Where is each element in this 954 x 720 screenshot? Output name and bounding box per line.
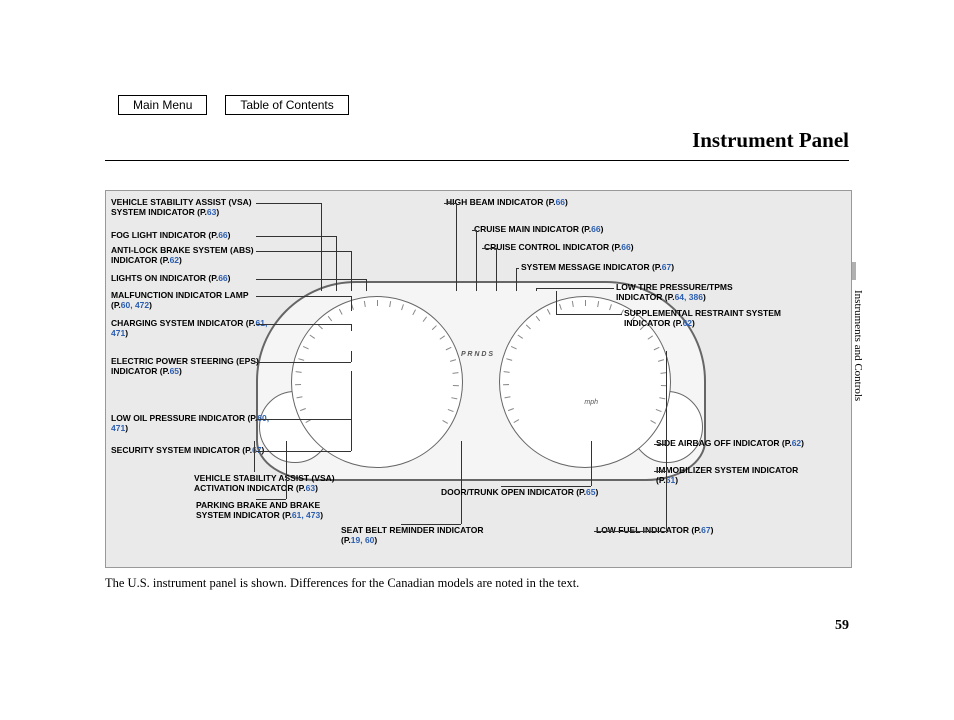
leader-line [351,251,352,291]
instrument-panel-diagram: P R N D S mph VEHICLE STABILITY ASSIST (… [105,190,852,568]
callout-bottom-3: DOOR/TRUNK OPEN INDICATOR (P.65) [441,488,598,498]
page-ref-link[interactable]: 62 [792,438,801,448]
page-ref-link[interactable]: 66 [591,224,600,234]
toc-button[interactable]: Table of Contents [225,95,348,115]
callout-bottom-0: VEHICLE STABILITY ASSIST (VSA) ACTIVATIO… [194,474,354,494]
leader-line [256,279,366,280]
page-ref-link[interactable]: 61, 473 [292,510,320,520]
leader-line [594,531,666,532]
page-ref-link[interactable]: 67 [662,262,671,272]
leader-line [401,524,461,525]
page-ref-link[interactable]: 65 [170,366,179,376]
gear-indicator: P R N D S [461,351,493,359]
main-menu-button[interactable]: Main Menu [118,95,207,115]
leader-line [654,471,666,472]
page-ref-link[interactable]: 60, 472 [121,300,149,310]
leader-line [321,203,322,291]
page-ref-link[interactable]: 62 [683,318,692,328]
leader-line [256,251,351,252]
leader-line [351,324,352,331]
leader-line [556,314,622,315]
callout-left-3: LIGHTS ON INDICATOR (P.66) [111,274,231,284]
page-ref-link[interactable]: 63 [207,207,216,217]
page-ref-link[interactable]: 19, 60 [351,535,375,545]
callout-left-7: LOW OIL PRESSURE INDICATOR (P.60, 471) [111,414,271,434]
callout-right-1: CRUISE MAIN INDICATOR (P.66) [474,225,603,235]
leader-line [496,248,497,291]
page-ref-link[interactable]: 66 [218,273,227,283]
callout-right-3: SYSTEM MESSAGE INDICATOR (P.67) [521,263,674,273]
callout-right-5: SUPPLEMENTAL RESTRAINT SYSTEM INDICATOR … [624,309,784,329]
page-ref-link[interactable]: 64, 386 [675,292,703,302]
page-ref-link[interactable]: 61 [666,475,675,485]
leader-line [591,441,592,486]
leader-line [256,451,351,452]
page-ref-link[interactable]: 66 [218,230,227,240]
leader-line [351,391,352,451]
leader-line [351,296,352,311]
leader-line [461,441,462,524]
callout-bottom-1: PARKING BRAKE AND BRAKE SYSTEM INDICATOR… [196,501,356,521]
page-ref-link[interactable]: 66 [556,197,565,207]
callout-left-8: SECURITY SYSTEM INDICATOR (P.67) [111,446,264,456]
leader-line [666,411,667,531]
callout-right-0: HIGH BEAM INDICATOR (P.66) [446,198,568,208]
callout-right-6: SIDE AIRBAG OFF INDICATOR (P.62) [656,439,804,449]
mph-label: mph [584,399,598,406]
leader-line [336,236,337,291]
leader-line [256,296,351,297]
leader-line [286,441,287,499]
callout-bottom-2: SEAT BELT REMINDER INDICATOR (P.19, 60) [341,526,501,546]
leader-line [256,203,321,204]
leader-line [536,288,614,289]
callout-right-7: IMMOBILIZER SYSTEM INDICATOR (P.61) [656,466,816,486]
footnote: The U.S. instrument panel is shown. Diff… [105,576,579,591]
leader-line [254,441,255,472]
leader-line [366,279,367,291]
callout-left-1: FOG LIGHT INDICATOR (P.66) [111,231,231,241]
callout-left-2: ANTI-LOCK BRAKE SYSTEM (ABS) INDICATOR (… [111,246,271,266]
leader-line [536,288,537,291]
callout-left-5: CHARGING SYSTEM INDICATOR (P.61, 471) [111,319,271,339]
page-number: 59 [835,618,849,634]
leader-line [456,203,457,291]
leader-line [501,486,591,487]
leader-line [256,362,351,363]
leader-line [256,324,351,325]
page-title: Instrument Panel [692,128,849,153]
leader-line [256,419,351,420]
section-label: Instruments and Controls [852,290,864,401]
page-ref-link[interactable]: 63 [306,483,315,493]
tachometer [291,296,463,468]
callout-left-0: VEHICLE STABILITY ASSIST (VSA) SYSTEM IN… [111,198,271,218]
callout-right-2: CRUISE CONTROL INDICATOR (P.66) [484,243,634,253]
title-rule [105,160,849,161]
leader-line [444,203,456,204]
page-ref-link[interactable]: 66 [621,242,630,252]
leader-line [654,444,666,445]
page-ref-link[interactable]: 67 [701,525,710,535]
leader-line [256,499,286,500]
page-ref-link[interactable]: 62 [170,255,179,265]
leader-line [256,236,336,237]
callout-left-4: MALFUNCTION INDICATOR LAMP (P.60, 472) [111,291,271,311]
callout-right-4: LOW TIRE PRESSURE/TPMS INDICATOR (P.64, … [616,283,776,303]
leader-line [351,351,352,362]
leader-line [476,230,477,291]
leader-line [482,248,496,249]
leader-line [556,291,557,314]
callout-left-6: ELECTRIC POWER STEERING (EPS) INDICATOR … [111,357,271,377]
leader-line [516,268,517,291]
